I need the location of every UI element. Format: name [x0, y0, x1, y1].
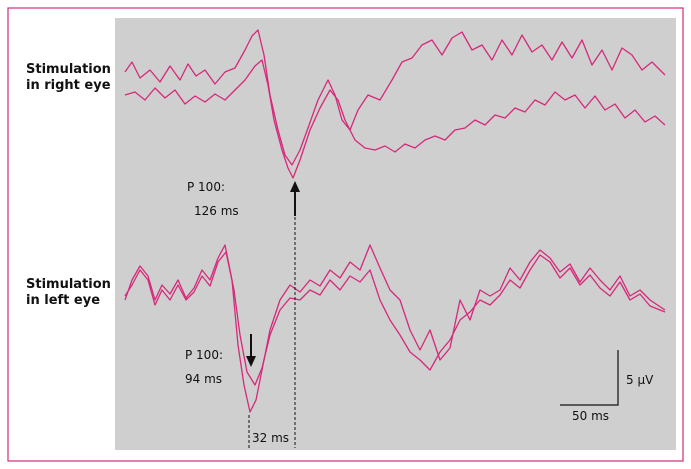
arrow-head: [246, 356, 256, 367]
trace: [124, 244, 666, 413]
arrow-head: [290, 181, 300, 192]
trace: [124, 59, 666, 179]
left-eye-label: in left eye: [26, 293, 100, 308]
peak-latency: 94 ms: [185, 372, 222, 386]
peak-latency: 126 ms: [194, 204, 239, 218]
voltage-scale: 5 µV: [626, 373, 654, 387]
peak-label: P 100:: [185, 348, 223, 362]
scale-bar: [560, 350, 619, 406]
right-eye-label: in right eye: [26, 78, 111, 93]
right-eye-label: Stimulation: [26, 62, 111, 77]
panel: [115, 18, 676, 450]
trace: [124, 251, 666, 386]
trace: [124, 29, 666, 166]
time-scale: 50 ms: [572, 409, 609, 423]
left-eye-label: Stimulation: [26, 277, 111, 292]
peak-label: P 100:: [187, 180, 225, 194]
latency-difference: 32 ms: [252, 431, 289, 445]
